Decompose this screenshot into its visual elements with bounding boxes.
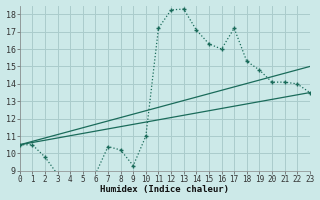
X-axis label: Humidex (Indice chaleur): Humidex (Indice chaleur) <box>100 185 229 194</box>
